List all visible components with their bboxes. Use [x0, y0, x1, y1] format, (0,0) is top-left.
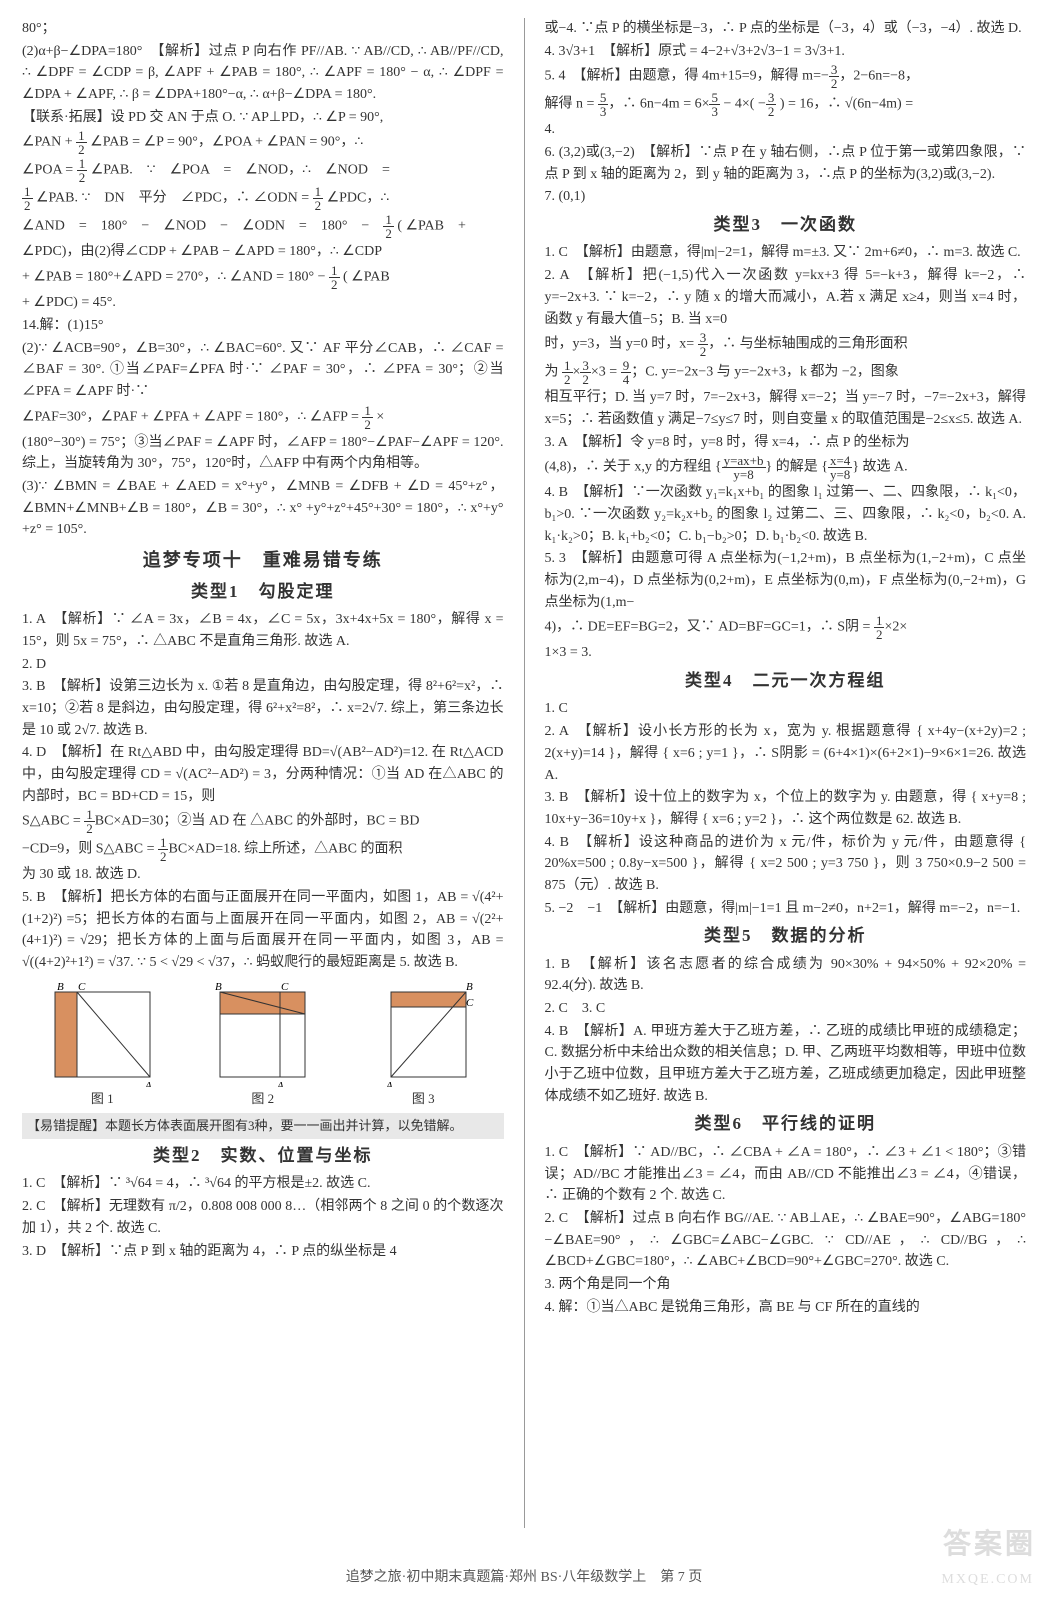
t3-q4: 4. B 【解析】∵一次函数 y₁=k₁x+b₁ 的图象 l₁ 过第一、二、四象… [545, 482, 1027, 547]
text: 或−4. ∵点 P 的横坐标是−3，∴ P 点的坐标是（−3，4）或（−3，−4… [545, 18, 1027, 40]
t4-q1: 1. C [545, 698, 1027, 720]
q14-2: (2)∵ ∠ACB=90°，∠B=30°，∴ ∠BAC=60°. 又∵ AF 平… [22, 338, 504, 403]
text: ∠PDC)，由(2)得∠CDP + ∠PAB − ∠APD = 180°，∴ ∠… [22, 241, 504, 263]
two-column-layout: 80°； (2)α+β−∠DPA=180° 【解析】过点 P 向右作 PF//A… [22, 18, 1026, 1528]
t4-q4: 4. B 【解析】设这种商品的进价为 x 元/件，标价为 y 元/件，由题意得 … [545, 832, 1027, 897]
text: 时，y=3，当 y=0 时，x= 32，∴ 与坐标轴围成的三角形面积 [545, 331, 1027, 358]
svg-text:C: C [281, 982, 289, 993]
text: 为 30 或 18. 故选 D. [22, 864, 504, 886]
text: (4,8)，∴ 关于 x,y 的方程组 {y=ax+by=8} 的解是 {x=4… [545, 454, 1027, 481]
r-q4: 4. 3√3+1 【解析】原式 = 4−2+√3+2√3−1 = 3√3+1. [545, 41, 1027, 63]
svg-text:B: B [466, 982, 473, 993]
figcap-1: 图 1 [91, 1089, 114, 1109]
right-column: 或−4. ∵点 P 的横坐标是−3，∴ P 点的坐标是（−3，4）或（−3，−4… [545, 18, 1027, 1528]
text: 4. [545, 119, 1027, 141]
t3-q3a: 3. A 【解析】令 y=8 时，y=8 时，得 x=4，∴ 点 P 的坐标为 [545, 432, 1027, 454]
t1-q2: 2. D [22, 654, 504, 676]
t4-q3: 3. B 【解析】设十位上的数字为 x，个位上的数字为 y. 由题意，得 { x… [545, 787, 1027, 830]
text: + ∠PAB = 180°+∠APD = 270°，∴ ∠AND = 180° … [22, 264, 504, 291]
left-column: 80°； (2)α+β−∠DPA=180° 【解析】过点 P 向右作 PF//A… [22, 18, 504, 1528]
type-heading-6: 类型6 平行线的证明 [545, 1111, 1027, 1137]
t4-q5: 5. −2 −1 【解析】由题意，得|m|−1=1 且 m−2≠0，n+2=1，… [545, 898, 1027, 920]
figure-captions: 图 1 图 2 图 3 [22, 1089, 504, 1109]
text: S△ABC = 12BC×AD=30；②当 AD 在 △ABC 的外部时，BC … [22, 808, 504, 835]
text: ∠POA = 12 ∠PAB. ∵ ∠POA = ∠NOD，∴ ∠NOD = [22, 157, 504, 184]
type-heading-4: 类型4 二元一次方程组 [545, 668, 1027, 694]
svg-text:A: A [144, 1080, 152, 1087]
text: 为 12×32×3 = 94；C. y=−2x−3 与 y=−2x+3，k 都为… [545, 359, 1027, 386]
figure-2: B C A [205, 982, 320, 1087]
r-q5: 5. 4 【解析】由题意，得 4m+15=9，解得 m=−32，2−6n=−8， [545, 63, 1027, 90]
t1-q3: 3. B 【解析】设第三边长为 x. ①若 8 是直角边，由勾股定理，得 8²+… [22, 676, 504, 741]
t2-q2: 2. C 【解析】无理数有 π/2，0.808 008 000 8…（相邻两个 … [22, 1196, 504, 1239]
text: ∠PAF=30°，∠PAF + ∠PFA + ∠APF = 180°，∴ ∠AF… [22, 404, 504, 431]
t4-q2: 2. A 【解析】设小长方形的长为 x，宽为 y. 根据题意得 { x+4y−(… [545, 721, 1027, 786]
text: 【联系·拓展】设 PD 交 AN 于点 O. ∵ AP⊥PD，∴ ∠P = 90… [22, 107, 504, 129]
text: 80°； [22, 18, 504, 40]
svg-text:B: B [57, 982, 64, 993]
svg-text:C: C [78, 982, 86, 993]
figures-row: B C A B C A B C A [22, 982, 504, 1087]
text: ∠AND = 180° − ∠NOD − ∠ODN = 180° − 12 ( … [22, 213, 504, 240]
figure-3: B C A [366, 982, 481, 1087]
figcap-2: 图 2 [251, 1089, 274, 1109]
figcap-3: 图 3 [412, 1089, 435, 1109]
t3-q2a: 2. A 【解析】把(−1,5)代入一次函数 y=kx+3 得 5=−k+3，解… [545, 265, 1027, 330]
t3-q2h: 相互平行；D. 当 y=7 时，7=−2x+3，解得 x=−2；当 y=−7 时… [545, 387, 1027, 430]
t1-q1: 1. A 【解析】∵ ∠A = 3x，∠B = 4x，∠C = 5x，3x+4x… [22, 609, 504, 652]
t6-q4: 4. 解：①当△ABC 是锐角三角形，高 BE 与 CF 所在的直线的 [545, 1297, 1027, 1319]
text: ∠PAN + 12 ∠PAB = ∠P = 90°，∠POA + ∠PAN = … [22, 129, 504, 156]
text: (2)α+β−∠DPA=180° 【解析】过点 P 向右作 PF//AB. ∵ … [22, 41, 504, 106]
t6-q1: 1. C 【解析】∵ AD//BC，∴ ∠CBA + ∠A = 180°，∴ ∠… [545, 1142, 1027, 1207]
t5-q23: 2. C 3. C [545, 998, 1027, 1020]
text: −CD=9，则 S△ABC = 12BC×AD=18. 综上所述，△ABC 的面… [22, 836, 504, 863]
type-heading: 类型1 勾股定理 [22, 579, 504, 605]
t2-q3: 3. D 【解析】∵点 P 到 x 轴的距离为 4，∴ P 点的纵坐标是 4 [22, 1241, 504, 1263]
tip-box: 【易错提醒】本题长方体表面展开图有3种，要一一画出并计算，以免错解。 [22, 1113, 504, 1139]
t6-q3: 3. 两个角是同一个角 [545, 1274, 1027, 1296]
r-q6: 6. (3,2)或(3,−2) 【解析】∵点 P 在 y 轴右侧，∴点 P 位于… [545, 142, 1027, 185]
text: (180°−30°) = 75°；③当∠PAF = ∠APF 时，∠AFP = … [22, 432, 504, 475]
svg-text:A: A [276, 1080, 284, 1087]
svg-text:B: B [215, 982, 222, 993]
t3-q5a: 5. 3 【解析】由题意可得 A 点坐标为(−1,2+m)，B 点坐标为(1,−… [545, 548, 1027, 613]
text: 12 ∠PAB. ∵ DN 平分 ∠PDC，∴ ∠ODN = 12 ∠PDC，∴ [22, 185, 504, 212]
t6-q2: 2. C 【解析】过点 B 向右作 BG//AE. ∵ AB⊥AE，∴ ∠BAE… [545, 1208, 1027, 1273]
svg-text:C: C [466, 997, 474, 1009]
t3-q1: 1. C 【解析】由题意，得|m|−2=1，解得 m=±3. 又∵ 2m+6≠0… [545, 242, 1027, 264]
r-q7: 7. (0,1) [545, 186, 1027, 208]
svg-text:A: A [385, 1080, 393, 1087]
type-heading-5: 类型5 数据的分析 [545, 923, 1027, 949]
text: 1×3 = 3. [545, 642, 1027, 664]
watermark-top: 答案圈 [943, 1522, 1036, 1562]
t5-q4: 4. B 【解析】A. 甲班方差大于乙班方差，∴ 乙班的成绩比甲班的成绩稳定；C… [545, 1021, 1027, 1108]
t1-q4a: 4. D 【解析】在 Rt△ABD 中，由勾股定理得 BD=√(AB²−AD²)… [22, 742, 504, 807]
column-divider [524, 18, 525, 1528]
section-heading: 追梦专项十 重难易错专练 [22, 547, 504, 575]
q14-1: 14.解：(1)15° [22, 315, 504, 337]
t2-q1: 1. C 【解析】∵ ³√64 = 4，∴ ³√64 的平方根是±2. 故选 C… [22, 1173, 504, 1195]
q14-3: (3)∵ ∠BMN = ∠BAE + ∠AED = x°+y°，∠MNB = ∠… [22, 476, 504, 541]
t5-q1: 1. B 【解析】该名志愿者的综合成绩为 90×30% + 94×50% + 9… [545, 954, 1027, 997]
text: 4)，∴ DE=EF=BG=2，又∵ AD=BF=GC=1，∴ S阴 = 12×… [545, 614, 1027, 641]
figure-1: B C A [45, 982, 160, 1087]
type-heading-3: 类型3 一次函数 [545, 212, 1027, 238]
page-footer: 追梦之旅·初中期末真题篇·郑州 BS·八年级数学上 第 7 页 [0, 1566, 1048, 1586]
text: 解得 n = 53，∴ 6n−4m = 6×53 − 4×( −32 ) = 1… [545, 91, 1027, 118]
t1-q5: 5. B 【解析】把长方体的右面与正面展开在同一平面内，如图 1，AB = √(… [22, 887, 504, 974]
type-heading-2: 类型2 实数、位置与坐标 [22, 1143, 504, 1169]
text: + ∠PDC) = 45°. [22, 292, 504, 314]
